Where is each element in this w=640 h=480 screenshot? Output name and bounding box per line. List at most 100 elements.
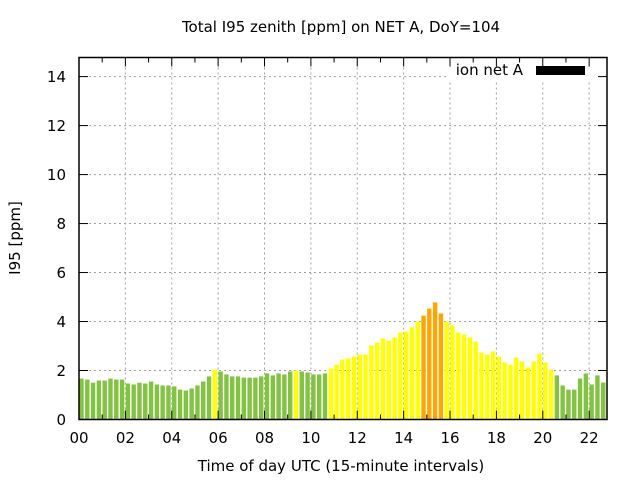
bar <box>357 354 362 420</box>
x-tick-label: 08 <box>255 429 274 447</box>
bar <box>398 332 403 420</box>
legend-label: ion net A <box>456 61 524 79</box>
bar <box>583 373 589 420</box>
bar <box>177 389 183 420</box>
bar <box>543 362 548 420</box>
bar <box>485 354 490 420</box>
bar <box>166 385 171 420</box>
bar <box>96 380 102 420</box>
bar <box>380 338 386 420</box>
bar <box>461 334 467 420</box>
bar <box>595 375 600 420</box>
bar <box>108 378 113 420</box>
bar <box>160 385 165 420</box>
bar <box>148 381 154 420</box>
bar <box>601 382 606 420</box>
bar <box>183 390 189 420</box>
x-tick-label: 02 <box>116 429 135 447</box>
bar <box>548 369 554 420</box>
bar <box>340 359 345 420</box>
bar-group <box>79 302 607 420</box>
bar <box>490 351 496 420</box>
bar <box>305 372 310 420</box>
bar <box>554 375 560 420</box>
bar <box>566 389 571 420</box>
bar <box>293 370 299 420</box>
x-tick-label: 10 <box>301 429 320 447</box>
bar <box>328 368 333 420</box>
bar <box>374 342 380 420</box>
bar <box>514 357 519 420</box>
bar <box>409 327 415 420</box>
bar <box>508 364 513 420</box>
y-tick-label: 4 <box>56 313 66 331</box>
bar <box>345 358 351 420</box>
bar <box>479 352 484 420</box>
bar <box>502 362 507 420</box>
plot-frame <box>78 56 608 421</box>
bar <box>421 315 426 420</box>
bar <box>195 385 200 420</box>
bar <box>589 384 594 420</box>
bar <box>212 369 218 420</box>
x-tick-label: 12 <box>348 429 367 447</box>
bar <box>276 373 281 420</box>
legend-swatch <box>536 66 585 75</box>
bar <box>143 383 148 420</box>
bar <box>572 389 577 420</box>
bar <box>537 353 542 420</box>
x-tick-label: 22 <box>580 429 599 447</box>
bar <box>392 337 397 420</box>
x-tick-label: 18 <box>487 429 506 447</box>
y-tick-label: 2 <box>56 362 66 380</box>
bar <box>456 332 461 420</box>
bar <box>467 337 473 420</box>
bar <box>247 377 252 420</box>
bar <box>438 313 444 420</box>
y-tick-label: 0 <box>56 411 66 429</box>
bar <box>125 383 131 420</box>
bar <box>102 380 107 420</box>
bars <box>79 302 607 420</box>
bar <box>154 384 160 420</box>
bar <box>264 373 270 420</box>
bar <box>282 374 287 420</box>
bar <box>363 354 368 420</box>
y-axis-label: I95 [ppm] <box>6 201 24 275</box>
bar <box>432 302 438 420</box>
x-tick-label: 00 <box>69 429 88 447</box>
bar <box>253 377 258 420</box>
bar <box>137 382 142 420</box>
bar <box>218 371 223 420</box>
bar <box>334 364 339 420</box>
bar <box>351 356 357 420</box>
y-tick-label: 14 <box>47 68 66 86</box>
x-axis-label: Time of day UTC (15-minute intervals) <box>197 457 484 475</box>
bar <box>369 345 374 420</box>
x-tick-labels: 00 02 04 06 08 10 12 14 16 18 20 22 <box>69 429 598 447</box>
bar <box>224 374 229 420</box>
bar <box>560 385 565 420</box>
bar <box>172 386 177 420</box>
bar <box>114 379 119 420</box>
bar <box>201 381 206 420</box>
bar <box>90 382 96 420</box>
bar <box>386 340 391 420</box>
x-tick-label: 16 <box>440 429 459 447</box>
bar <box>270 375 276 420</box>
bar <box>119 379 125 420</box>
legend: ion net A <box>448 58 605 80</box>
bar <box>525 367 531 420</box>
bar <box>322 373 328 420</box>
bar <box>79 378 84 420</box>
bar <box>189 388 194 420</box>
bar <box>206 376 212 420</box>
bar <box>287 371 293 420</box>
bar <box>230 376 235 420</box>
bar <box>415 321 420 420</box>
bar <box>450 325 455 420</box>
bar <box>235 376 241 420</box>
y-tick-labels: 0 2 4 6 8 10 12 14 <box>47 68 66 429</box>
bar <box>131 384 136 420</box>
bar <box>85 379 90 420</box>
